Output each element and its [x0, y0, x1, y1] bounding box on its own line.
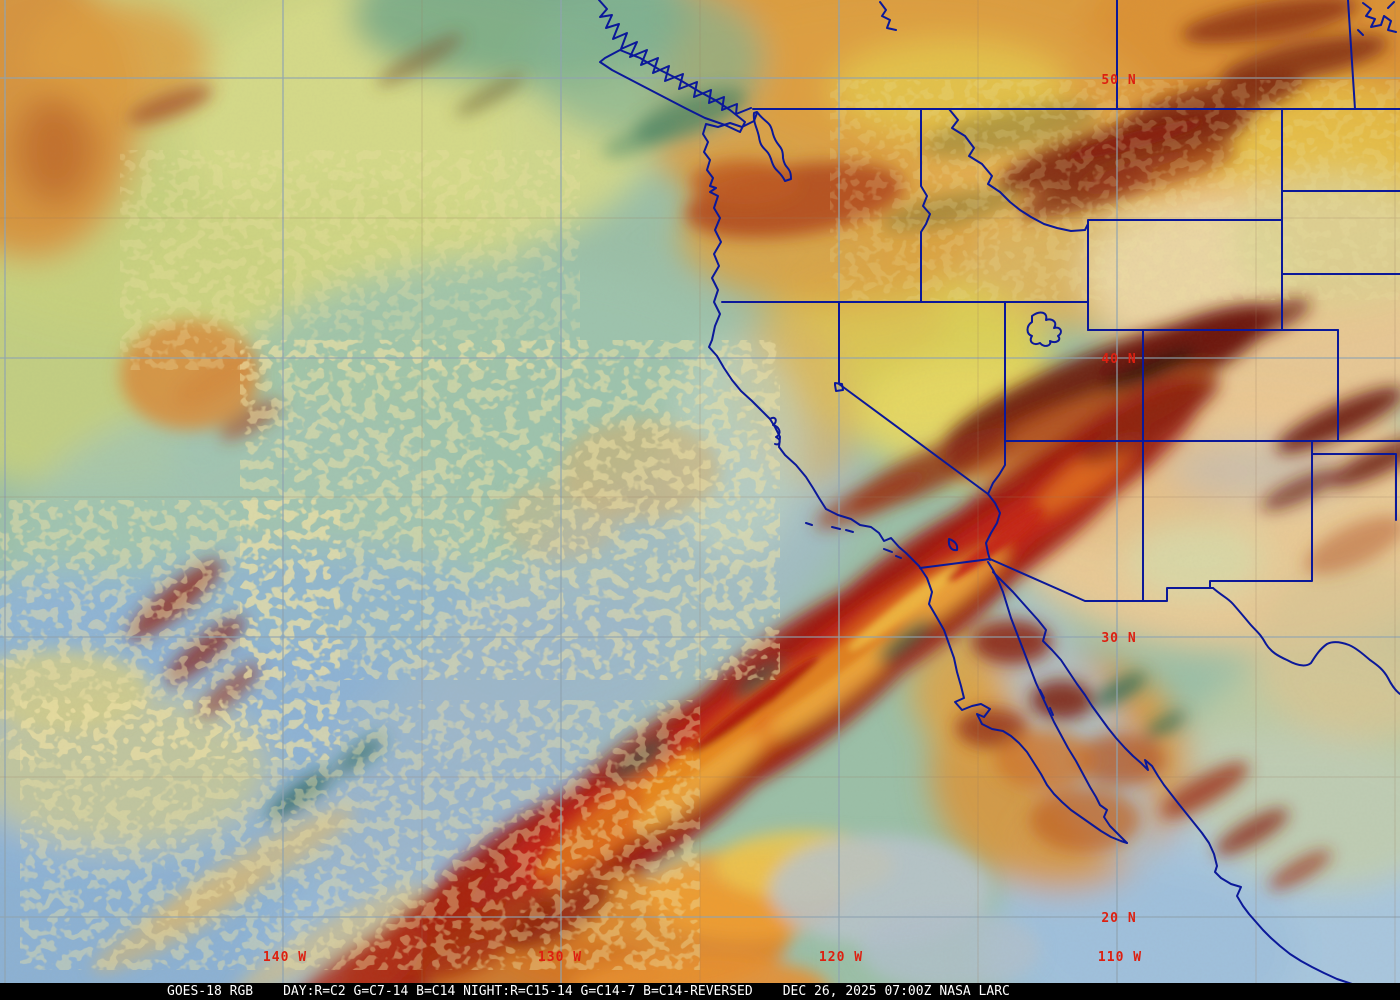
gulf-islands — [1039, 689, 1054, 716]
fraser-river — [879, 1, 897, 31]
lake-tahoe — [834, 382, 844, 392]
status-product-label: GOES-18 RGB — [167, 984, 254, 999]
status-bar: GOES-18 RGB DAY:R=C2 G=C7-14 B=C14 NIGHT… — [0, 983, 1400, 1000]
manitoba-rivers — [1357, 1, 1397, 36]
border-washington-oregon-idaho — [920, 108, 931, 303]
coastline-mexico-mainland — [992, 571, 1361, 987]
border-saskatchewan-manitoba — [1347, 0, 1356, 110]
coastline-west-coast — [702, 112, 920, 567]
border-montana-dakotas — [1281, 108, 1400, 275]
map-boundaries — [598, 0, 1400, 987]
channel-islands — [805, 522, 902, 559]
border-nevada-arizona — [987, 440, 1006, 495]
lon-label-110w: 110 W — [1098, 950, 1142, 965]
coastline-baja-pacific — [918, 565, 1128, 844]
lon-label-120w: 120 W — [819, 950, 863, 965]
border-us-mexico — [919, 558, 1214, 602]
lon-label-130w: 130 W — [538, 950, 582, 965]
border-newmexico-texas — [1209, 440, 1397, 589]
lat-label-20n: 20 N — [1101, 911, 1136, 926]
rio-grande — [1212, 587, 1400, 695]
border-idaho-montana — [948, 108, 1089, 232]
coastline-puget-sound — [752, 111, 792, 182]
lat-label-30n: 30 N — [1101, 631, 1136, 646]
status-timestamp: DEC 26, 2025 07:00Z — [782, 984, 932, 999]
status-source-credit: NASA LARC — [939, 984, 1010, 999]
great-salt-lake — [1026, 311, 1062, 347]
grid-labels: 50 N 40 N 30 N 20 N 140 W 130 W 120 W 11… — [263, 73, 1142, 965]
lat-label-50n: 50 N — [1101, 73, 1136, 88]
coastline-sf-bay — [769, 416, 781, 446]
lat-label-40n: 40 N — [1101, 352, 1136, 367]
status-channel-recipe: DAY:R=C2 G=C7-14 B=C14 NIGHT:R=C15-14 G=… — [283, 984, 753, 999]
border-california-arizona — [985, 493, 1001, 561]
coastline-baja-gulf — [987, 561, 1128, 844]
lon-label-140w: 140 W — [263, 950, 307, 965]
salton-sea — [947, 538, 959, 552]
